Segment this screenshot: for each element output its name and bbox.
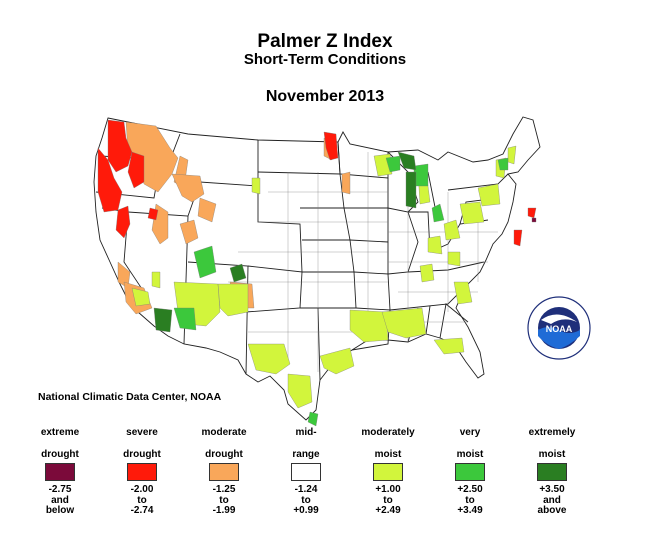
noaa-logo-text: NOAA [546,324,573,334]
legend-item: severe drought -2.00 to -2.74 [97,426,187,517]
extreme-drought-regions [531,217,537,223]
extremely-moist-regions [153,151,417,333]
legend-range: -1.24 to +0.99 [293,484,319,516]
legend-label: extremely moist [528,426,576,460]
us-climate-division-map [93,116,541,427]
legend-label: mid-range [292,426,320,460]
map-period: November 2013 [265,88,385,105]
credit-line: National Climatic Data Center, NOAA [38,391,222,403]
legend-range: +2.50 to +3.49 [457,484,483,516]
legend-range: -1.25 to -1.99 [212,484,236,516]
legend-item: extremely moist +3.50 and above [507,426,597,517]
legend-swatch [127,463,157,481]
legend-range: -2.75 and below [45,484,75,516]
moderately-moist-regions [131,145,517,409]
legend-swatch [291,463,321,481]
very-moist-regions [173,155,509,427]
legend-label: moderately moist [361,426,415,460]
map-title: Palmer Z Index [257,31,393,52]
legend-swatch [45,463,75,481]
legend-label: very moist [456,426,484,460]
legend-range: -2.00 to -2.74 [130,484,154,516]
legend-item: moderate drought -1.25 to -1.99 [179,426,269,517]
legend-item: mid-range -1.24 to +0.99 [261,426,351,517]
legend-label: extreme drought [40,426,80,460]
legend-item: extreme drought -2.75 and below [15,426,105,517]
map-subtitle: Short-Term Conditions [243,51,407,68]
legend-swatch [373,463,403,481]
legend-label: severe drought [123,426,161,460]
legend-item: moderately moist +1.00 to +2.49 [343,426,433,517]
severe-drought-regions [97,119,537,247]
legend-label: moderate drought [201,426,247,460]
legend-swatch [455,463,485,481]
county-grid [228,152,498,372]
legend-range: +1.00 to +2.49 [375,484,401,516]
legend-range: +3.50 and above [537,484,567,516]
noaa-logo: NOAA [527,296,591,360]
legend-swatch [537,463,567,481]
legend-item: very moist +2.50 to +3.49 [425,426,515,517]
legend-swatch [209,463,239,481]
